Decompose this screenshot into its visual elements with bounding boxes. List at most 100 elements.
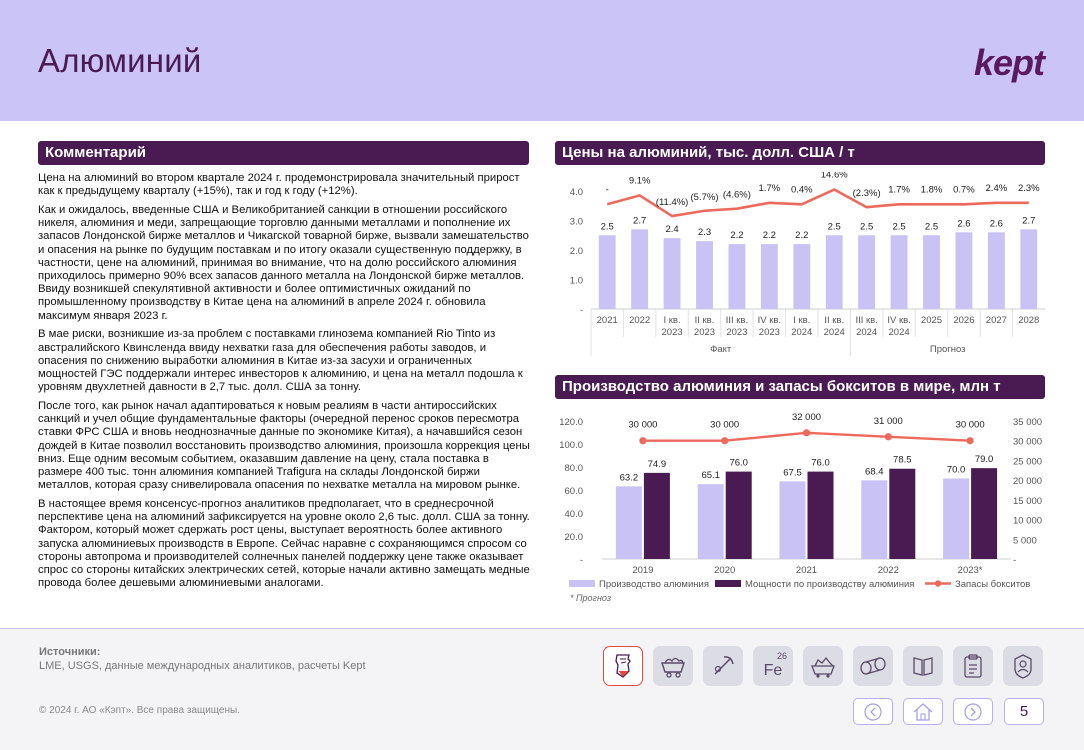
x-tick-label: I кв. [793,315,810,326]
x-tick-label: 2024 [856,327,877,338]
price-value-label: 2.6 [990,218,1003,229]
y-tick-label: - [580,305,583,316]
prev-page-button[interactable] [853,698,893,725]
price-bar [1020,229,1038,309]
production-value-label: 65.1 [701,470,720,481]
x-tick-label: 2022 [629,315,650,326]
y-tick-label: 4.0 [570,187,583,198]
x-tick-label: II кв. [824,315,844,326]
price-value-label: 2.7 [1022,215,1035,226]
pipes-icon [860,657,886,675]
price-bar [858,235,876,309]
x-tick-label: 2027 [986,315,1007,326]
comment-paragraph: В настоящее время консенсус-прогноз анал… [38,498,530,590]
bauxite-point [802,429,811,437]
group-label: Факт [710,344,732,355]
comment-paragraph: После того, как рынок начал адаптировать… [38,400,530,492]
right-y-tick-label: - [1013,555,1016,566]
nav-mining-button[interactable] [703,646,743,686]
growth-label: 9.1% [629,175,651,186]
price-value-label: 2.5 [601,221,614,232]
production-value-label: 70.0 [947,465,966,476]
production-chart: - 20.0 40.0 60.0 80.0 100.0 120.0 - 5 000 10 000 1… [559,412,1042,603]
x-tick-label: 2021 [597,315,618,326]
price-value-label: 2.4 [665,224,678,235]
growth-label: - [606,184,609,195]
capacity-bar [889,468,916,559]
nav-iron-button[interactable]: 26 Fe [753,646,793,686]
x-tick-label: 2026 [953,315,974,326]
page-title: Алюминий [38,42,202,79]
price-bar [696,241,713,309]
price-bar [825,235,843,309]
nav-book-button[interactable] [903,646,943,686]
growth-label: 1.7% [759,183,781,194]
price-chart-heading: Цены на алюминий, тыс. долл. США / т [555,141,1045,165]
price-bar [663,238,681,309]
nav-aluminium-button[interactable] [603,646,643,686]
price-value-label: 2.2 [730,230,743,241]
right-y-tick-label: 20 000 [1013,476,1042,487]
comment-paragraph: Цена на алюминий во втором квартале 2024… [38,172,520,198]
growth-label: 0.7% [953,184,975,195]
x-tick-label: II кв. [695,315,715,326]
arrow-left-icon [864,702,882,721]
left-y-tick-label: 100.0 [559,440,583,451]
price-bar [760,244,778,309]
growth-line [606,188,1029,218]
footer-divider [0,628,1084,629]
growth-label: 14.6% [821,172,848,181]
price-value-label: 2.6 [957,218,970,229]
nav-pipes-button[interactable] [853,646,893,686]
capacity-value-label: 76.0 [729,458,748,469]
x-tick-label: 2025 [921,315,942,326]
legend-label: Мощности по производству алюминия [745,579,914,590]
x-tick-label: 2019 [632,565,653,576]
price-value-label: 2.5 [828,221,841,232]
legend-label: Производство алюминия [599,579,709,590]
price-value-label: 2.5 [860,221,873,232]
x-tick-label: IV кв. [758,315,781,326]
capacity-value-label: 78.5 [893,455,912,466]
production-bar [779,481,806,559]
home-icon [913,702,933,721]
left-y-tick-label: 20.0 [565,532,584,543]
iron-symbol: Fe [763,662,783,679]
group-label: Прогноз [930,344,966,355]
bauxite-point [966,437,974,445]
kept-logo: kept [973,42,1045,83]
production-bar [943,478,970,559]
nav-ore-button[interactable] [803,646,843,686]
copyright: © 2024 г. АО «Кэпт». Все права защищены. [39,705,240,716]
price-value-label: 2.2 [795,230,808,241]
growth-label: 2.3% [1018,183,1040,194]
y-tick-label: 1.0 [570,276,583,287]
price-bar [598,235,616,309]
x-tick-label: III кв. [726,315,748,326]
comment-heading: Комментарий [38,141,529,165]
legend-label: Запасы бокситов [955,579,1030,590]
y-tick-label: 3.0 [570,217,583,228]
home-button[interactable] [903,698,943,725]
production-bar [861,480,888,559]
price-value-label: 2.2 [763,230,776,241]
bauxite-value-label: 31 000 [874,416,903,427]
growth-label: 2.4% [986,183,1008,194]
nav-report-button[interactable] [953,646,993,686]
next-page-button[interactable] [953,698,993,725]
pickaxe-icon [714,656,734,675]
right-y-tick-label: 5 000 [1013,535,1037,546]
price-value-label: 2.7 [633,215,646,226]
nav-coal-button[interactable] [653,646,693,686]
price-value-label: 2.5 [925,221,938,232]
y-tick-label: 2.0 [570,246,583,257]
nav-contacts-button[interactable] [1003,646,1043,686]
bauxite-value-label: 30 000 [628,420,657,431]
x-tick-label: III кв. [855,315,877,326]
clipboard-icon [964,654,982,678]
mine-cart-icon [661,657,685,678]
right-y-tick-label: 10 000 [1013,516,1042,527]
left-y-tick-label: 80.0 [565,463,584,474]
x-tick-label: 2023* [958,565,983,576]
